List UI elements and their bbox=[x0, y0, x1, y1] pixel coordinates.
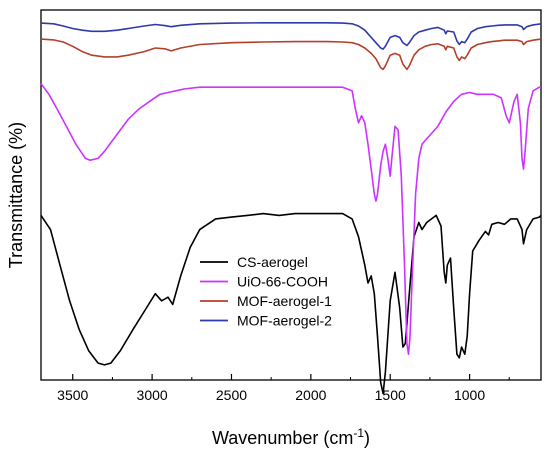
series-line-mof-aerogel-2 bbox=[40, 22, 542, 50]
x-axis-label-close: ) bbox=[364, 428, 370, 448]
x-tick-label: 3000 bbox=[137, 387, 168, 403]
series-line-mof-aerogel-1 bbox=[40, 38, 542, 71]
legend-label: MOF-aerogel-2 bbox=[237, 313, 332, 329]
plot-frame bbox=[40, 9, 542, 381]
x-tick-label: 2500 bbox=[216, 387, 247, 403]
series-layer bbox=[40, 22, 542, 395]
x-tick-label: 2000 bbox=[295, 387, 326, 403]
x-tick-label: 1000 bbox=[454, 387, 485, 403]
x-axis-label: Wavenumber (cm-1) bbox=[212, 426, 370, 448]
x-tick-label: 3500 bbox=[57, 387, 88, 403]
x-axis-label-sup: -1 bbox=[353, 426, 364, 440]
legend-label: CS-aerogel bbox=[237, 254, 308, 270]
y-axis-label: Transmittance (%) bbox=[6, 122, 26, 268]
legend-label: MOF-aerogel-1 bbox=[237, 293, 332, 309]
x-axis-label-main: Wavenumber (cm bbox=[212, 428, 353, 448]
legend-label: UiO-66-COOH bbox=[237, 274, 328, 290]
x-tick-label: 1500 bbox=[375, 387, 406, 403]
legend: CS-aerogel UiO-66-COOH MOF-aerogel-1 MOF-ae… bbox=[200, 254, 332, 329]
series-line-cs-aerogel bbox=[40, 212, 542, 395]
x-axis-ticks: 3500 3000 2500 2000 1500 1000 bbox=[57, 374, 510, 403]
series-line-uio-66-cooh bbox=[40, 83, 541, 355]
